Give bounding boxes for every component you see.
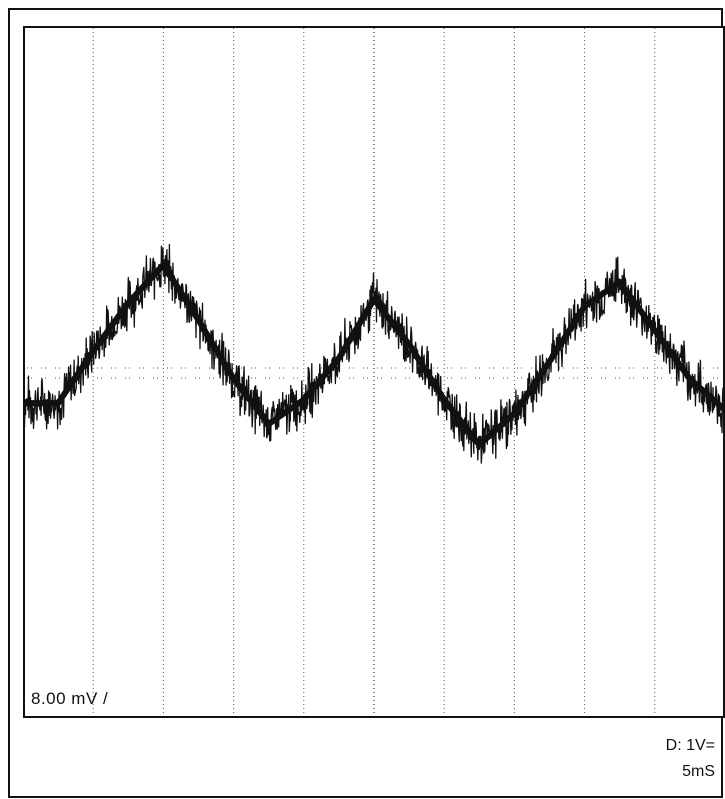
plot-border xyxy=(23,26,725,718)
grid-lines xyxy=(92,28,656,716)
signal-envelope xyxy=(23,261,725,448)
channel-readout: D: 1V= xyxy=(665,737,715,754)
signal-trace xyxy=(23,243,725,464)
scale-label: 8.00 mV / xyxy=(31,689,109,708)
reference-trace xyxy=(27,367,721,379)
scope-plot xyxy=(23,26,725,718)
timebase-readout: 5mS xyxy=(682,763,715,780)
scope-display: 8.00 mV / xyxy=(23,26,725,718)
